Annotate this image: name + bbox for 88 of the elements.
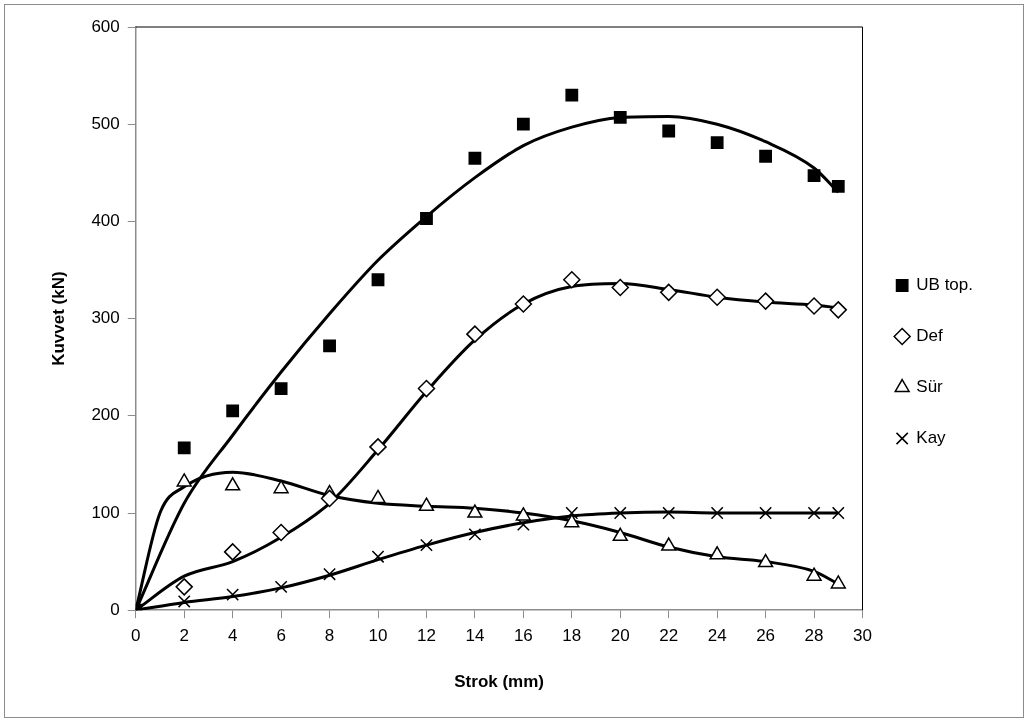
point	[807, 506, 821, 520]
point	[759, 506, 773, 520]
legend-label: Def	[916, 326, 944, 346]
point	[831, 180, 845, 193]
x-tick-label: 28	[804, 626, 824, 646]
legend-label: Kay	[916, 428, 947, 448]
y-tick-label: 600	[91, 16, 120, 36]
point	[371, 273, 385, 287]
point	[323, 567, 336, 581]
point	[370, 489, 386, 504]
x-tick-label: 30	[853, 626, 872, 646]
x-tick-label: 10	[368, 626, 388, 646]
point	[516, 117, 530, 131]
point	[756, 292, 775, 310]
point	[830, 575, 846, 589]
y-tick-label: 200	[91, 405, 120, 425]
point	[515, 507, 532, 521]
point	[418, 497, 435, 511]
x-tick-label: 8	[324, 626, 335, 646]
x-tick-label: 6	[276, 626, 286, 646]
y-tick-label: 0	[110, 599, 120, 619]
point	[177, 595, 191, 608]
point	[708, 288, 726, 306]
point	[320, 489, 339, 508]
x-tick-label: 14	[465, 626, 485, 646]
x-tick-label: 18	[562, 626, 582, 646]
point	[176, 473, 192, 487]
point	[759, 149, 773, 163]
y-tick-label: 300	[91, 308, 120, 328]
point	[805, 297, 823, 315]
point	[369, 438, 387, 456]
point	[274, 580, 288, 594]
point	[710, 136, 724, 150]
x-axis-title: Strok (mm)	[454, 672, 544, 692]
point	[662, 506, 676, 520]
point	[226, 588, 240, 602]
point	[563, 270, 581, 289]
point	[468, 151, 482, 165]
point	[565, 88, 579, 102]
point	[468, 527, 482, 541]
x-tick-label: 26	[756, 626, 776, 646]
point	[420, 538, 433, 552]
y-axis-title: Kuvvet (kN)	[48, 271, 68, 366]
y-tick-label: 100	[91, 502, 120, 522]
x-tick-label: 2	[179, 626, 189, 646]
point	[273, 479, 289, 494]
x-tick-label: 22	[659, 626, 679, 646]
point	[612, 527, 628, 542]
point	[177, 441, 191, 455]
point	[662, 124, 676, 138]
point	[223, 543, 242, 561]
point	[514, 295, 533, 313]
point	[323, 339, 336, 353]
point	[806, 567, 822, 581]
point	[613, 110, 627, 124]
x-tick-label: 0	[131, 626, 141, 646]
point	[807, 169, 821, 183]
point	[467, 504, 483, 518]
point	[420, 212, 433, 225]
point	[611, 278, 630, 297]
x-tick-label: 24	[707, 626, 727, 646]
point	[565, 506, 579, 520]
point	[516, 518, 530, 532]
point	[274, 382, 288, 395]
x-tick-label: 16	[513, 626, 533, 646]
point	[564, 513, 580, 528]
y-tick-label: 400	[91, 211, 120, 231]
point	[709, 546, 725, 560]
point	[661, 537, 677, 551]
point	[272, 523, 290, 542]
point	[613, 506, 627, 520]
point	[224, 477, 241, 491]
point	[175, 578, 193, 596]
point	[226, 404, 240, 418]
point	[371, 550, 385, 564]
legend-label: UB top.	[916, 275, 974, 295]
point	[757, 553, 774, 568]
point	[829, 301, 848, 319]
point	[659, 283, 678, 302]
x-tick-label: 20	[610, 626, 630, 646]
point	[710, 506, 724, 520]
legend-label: Sür	[916, 377, 944, 397]
y-tick-label: 500	[91, 113, 120, 133]
point	[466, 325, 484, 343]
point	[417, 379, 436, 398]
x-tick-label: 4	[227, 626, 238, 646]
point	[831, 506, 845, 520]
x-tick-label: 12	[417, 626, 436, 646]
